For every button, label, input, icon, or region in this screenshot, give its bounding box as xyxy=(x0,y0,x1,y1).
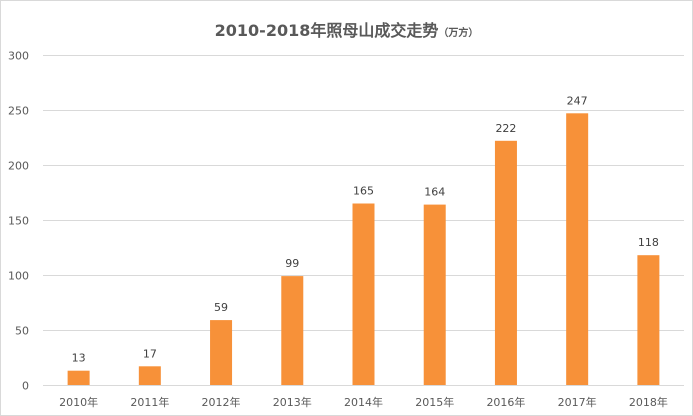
bar xyxy=(423,204,446,385)
data-label: 13 xyxy=(72,352,86,365)
y-tick-label: 50 xyxy=(15,325,29,338)
data-label: 165 xyxy=(353,185,374,198)
x-tick-label: 2016年 xyxy=(486,395,525,409)
y-tick-label: 250 xyxy=(8,105,29,118)
y-tick-label: 150 xyxy=(8,215,29,228)
data-label: 59 xyxy=(214,301,228,314)
y-tick-label: 200 xyxy=(8,160,29,173)
data-labels: 13 17 59 99 165 164 222 247 118 xyxy=(72,94,659,364)
bar xyxy=(566,113,589,386)
x-tick-label: 2018年 xyxy=(629,395,668,409)
x-tick-label: 2012年 xyxy=(202,395,241,409)
bar xyxy=(494,140,517,385)
x-tick-label: 2015年 xyxy=(415,395,454,409)
data-label: 118 xyxy=(638,236,659,249)
y-tick-label: 0 xyxy=(22,380,29,393)
x-tick-label: 2014年 xyxy=(344,395,383,409)
chart-title: 2010-2018年照母山成交走势（万方） xyxy=(1,17,692,41)
x-tick-label: 2013年 xyxy=(273,395,312,409)
data-label: 17 xyxy=(143,347,157,360)
bar xyxy=(281,276,304,385)
bar xyxy=(352,203,375,385)
chart-title-main: 2010-2018年照母山成交走势 xyxy=(214,21,439,40)
x-tick-label: 2011年 xyxy=(130,395,169,409)
bar xyxy=(138,366,161,385)
y-tick-label: 100 xyxy=(8,270,29,283)
bar xyxy=(67,370,90,385)
y-tick-label: 300 xyxy=(8,50,29,63)
data-label: 99 xyxy=(285,257,299,270)
x-tick-label: 2017年 xyxy=(558,395,597,409)
bar xyxy=(210,320,233,385)
data-label: 164 xyxy=(424,186,445,199)
data-label: 222 xyxy=(495,122,516,135)
y-axis-ticks: 0 50 100 150 200 250 300 xyxy=(8,50,29,393)
bars xyxy=(67,113,660,386)
x-tick-label: 2010年 xyxy=(59,395,98,409)
data-label: 247 xyxy=(567,94,588,107)
chart-title-unit: （万方） xyxy=(438,28,479,39)
x-axis-ticks: 2010年 2011年 2012年 2013年 2014年 2015年 2016年 2017年… xyxy=(59,395,668,409)
bar xyxy=(637,255,660,385)
